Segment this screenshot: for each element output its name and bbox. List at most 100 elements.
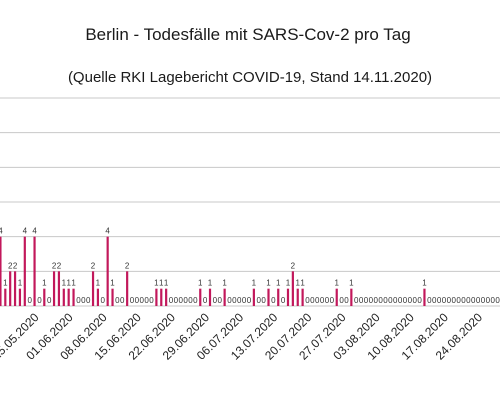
data-label: 0 [476,296,481,305]
data-label: 2 [52,261,57,270]
data-label: 1 [3,279,8,288]
bar [252,288,255,306]
data-label: 4 [0,227,3,236]
data-label: 1 [252,279,257,288]
data-label: 2 [57,261,62,270]
data-label: 2 [8,261,13,270]
data-label: 0 [101,296,106,305]
data-label: 1 [300,279,305,288]
data-label: 0 [183,296,188,305]
data-label: 0 [373,296,378,305]
data-label: 1 [286,279,291,288]
bar [106,236,109,306]
data-label: 0 [120,296,125,305]
bar [423,288,426,306]
data-label: 2 [291,261,296,270]
bar [208,288,212,306]
gridlines [0,97,500,307]
bar [62,288,65,306]
data-label: 0 [135,296,140,305]
data-label: 0 [261,296,266,305]
data-label: 0 [188,296,193,305]
data-label: 0 [481,296,486,305]
data-label: 0 [339,296,344,305]
data-label: 0 [344,296,349,305]
data-label: 0 [218,296,223,305]
data-label: 1 [198,279,203,288]
bar [96,288,100,306]
data-label: 0 [47,296,52,305]
data-label: 0 [86,296,91,305]
data-label: 0 [115,296,120,305]
bar [155,288,158,306]
data-label: 0 [427,296,432,305]
data-label: 0 [408,296,413,305]
data-label: 0 [495,296,500,305]
bar [301,288,304,306]
data-label: 0 [490,296,495,305]
data-label: 0 [403,296,408,305]
data-label: 0 [305,296,310,305]
bar [267,288,270,306]
data-label: 0 [247,296,252,305]
data-label: 1 [96,279,101,288]
data-label: 1 [266,279,271,288]
data-label: 0 [437,296,442,305]
data-label: 0 [149,296,154,305]
data-label: 0 [213,296,218,305]
bar [350,288,353,306]
bar [286,288,290,306]
data-label: 0 [37,296,42,305]
data-label: 1 [422,279,427,288]
x-axis-tick-labels: 25.05.202001.06.202008.06.202015.06.2020… [0,310,485,363]
data-label: 1 [296,279,301,288]
data-label: 1 [276,279,281,288]
bar [111,288,114,306]
data-label: 0 [242,296,247,305]
data-label: 0 [447,296,452,305]
bar [335,288,338,306]
data-label: 0 [320,296,325,305]
data-label: 0 [354,296,359,305]
data-label: 1 [18,279,23,288]
data-label: 0 [174,296,179,305]
bar [33,236,36,306]
bar [57,271,61,306]
bar [52,271,56,306]
data-label: 2 [13,261,18,270]
data-label: 1 [349,279,354,288]
data-label: 0 [130,296,135,305]
data-label: 4 [105,227,110,236]
data-label: 1 [154,279,159,288]
data-label: 0 [281,296,286,305]
bar [277,288,280,306]
data-label: 0 [417,296,422,305]
bar [199,288,202,306]
data-label: 0 [369,296,374,305]
data-label: 0 [144,296,149,305]
data-label: 1 [42,279,47,288]
bar [43,288,46,306]
data-label: 0 [330,296,335,305]
data-label: 0 [179,296,184,305]
chart-subtitle: (Quelle RKI Lagebericht COVID-19, Stand … [68,69,432,86]
data-label: 0 [227,296,232,305]
data-label: 0 [461,296,466,305]
data-label: 0 [412,296,417,305]
chart-title: Berlin - Todesfälle mit SARS-Cov-2 pro T… [85,25,410,44]
data-label: 0 [471,296,476,305]
data-label: 0 [310,296,315,305]
data-label: 1 [110,279,115,288]
data-label: 4 [23,227,28,236]
bar [291,271,294,306]
data-label: 0 [388,296,393,305]
data-label: 0 [466,296,471,305]
data-label: 0 [359,296,364,305]
bar [67,288,70,306]
bar [18,288,22,306]
data-label: 0 [140,296,145,305]
bar [223,288,226,306]
data-label: 0 [203,296,208,305]
data-label: 0 [364,296,369,305]
